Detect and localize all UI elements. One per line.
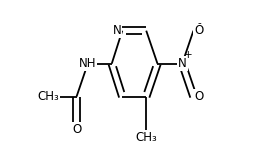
Text: N: N bbox=[178, 57, 187, 70]
Text: CH₃: CH₃ bbox=[38, 90, 59, 103]
Text: +: + bbox=[184, 50, 193, 60]
Text: O: O bbox=[194, 90, 204, 103]
Text: O: O bbox=[194, 24, 204, 37]
Text: CH₃: CH₃ bbox=[135, 131, 157, 144]
Text: N: N bbox=[113, 24, 122, 37]
Text: -: - bbox=[198, 18, 201, 28]
Text: O: O bbox=[72, 123, 81, 136]
Text: NH: NH bbox=[79, 57, 96, 70]
